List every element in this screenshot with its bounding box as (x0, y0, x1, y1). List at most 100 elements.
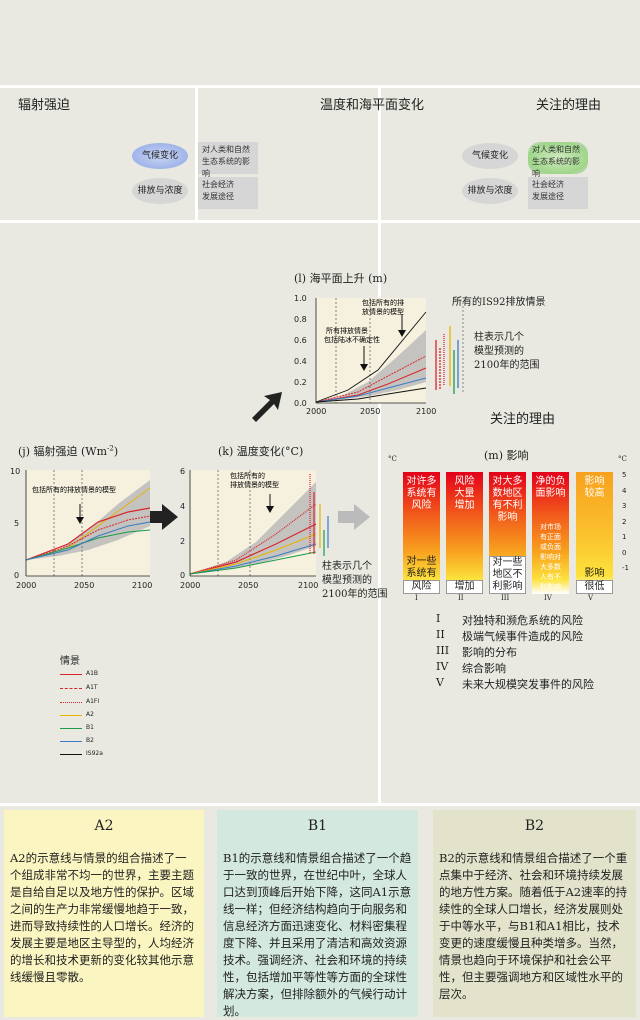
reason-text-2: 极端气候事件造成的风险 (462, 630, 583, 643)
panel-b2: B2 B2的示意线和情景组合描述了一个重点集中于经济、社会和环境持续发展的地方性… (433, 810, 636, 1017)
sea-level-line-lower (315, 387, 427, 403)
sea-level-line-upper (315, 311, 427, 403)
sea-level-ann-ice-1: 所有排放情景 (326, 326, 368, 335)
sea-level-line-a1fi (315, 355, 427, 403)
sea-level-ytick-1: 0.8 (294, 315, 307, 324)
legend-item-b2: B2 (60, 737, 94, 744)
forcing-title: (j) 辐射强迫 (Wm-2) (18, 444, 119, 458)
sea-level-ytick-4: 0.2 (294, 378, 307, 387)
panel-b2-text: B2的示意线和情景组合描述了一个重点集中于经济、社会和环境持续发展的地方性方案。… (439, 851, 628, 1001)
mini-emissions-right: 排放与浓度 (462, 178, 518, 204)
impacts-unit-right: °C (618, 455, 627, 463)
impact-column-2: 风险 大量 增加 增加 (446, 472, 483, 594)
header-reasons: 关注的理由 (536, 98, 602, 113)
impact-column-4: 净的负 面影响 对市场 有正面 或负面 影响对 大多数 人有不 利影响 (532, 472, 569, 594)
reason-text-1: 对独特和濒危系统的风险 (462, 614, 583, 627)
sea-level-envelope (316, 330, 426, 402)
temperature-bar-label: 柱表示几个 模型预测的 2100年的范围 (322, 561, 388, 600)
temperature-ann-1: 包括所有的 (230, 471, 265, 480)
panel-a2-title: A2 (94, 818, 114, 834)
arrow-temp-to-impacts (338, 504, 370, 530)
sea-level-ann-models-1: 包括所有的排 (362, 298, 404, 307)
arrow-forcing-to-temp (146, 504, 178, 530)
temperature-chart: 6 4 2 0 2000 2050 2100 包括所有的 排放情景的模型 (180, 467, 329, 590)
sea-level-right-label: 所有的IS92排放情景 (452, 297, 546, 308)
forcing-xtick-0: 2000 (16, 581, 36, 590)
temperature-title: (k) 温度变化(°C) (218, 445, 304, 458)
impact-column-5: 影响 较高 影响 很低 (576, 472, 613, 594)
forcing-ytick-1: 5 (14, 519, 19, 528)
arrow-to-sea-level (252, 392, 282, 422)
reason-num-5: V (436, 676, 444, 689)
panel-b1-text: B1的示意线和情景组合描述了一个趋于一致的世界，在世纪中叶，全球人口达到顶峰后开… (223, 851, 412, 1018)
legend-item-b1: B1 (60, 724, 94, 731)
sea-level-ytick-5: 0.0 (294, 399, 307, 408)
temperature-ytick-1: 4 (180, 502, 185, 511)
divider-horizontal-mid (0, 220, 640, 223)
mini-emissions-left: 排放与浓度 (132, 178, 188, 204)
reason-text-5: 未来大规模突发事件的风险 (462, 678, 594, 691)
impact-column-3: 对大多 数地区 有不利 影响 对一些 地区不 利影响 (489, 472, 526, 594)
forcing-xtick-1: 2050 (74, 581, 94, 590)
impacts-title: (m) 影响 (484, 449, 529, 462)
legend-item-a1t: A1T (60, 684, 98, 691)
sea-level-xtick-0: 2000 (306, 407, 326, 416)
legend-item-a2: A2 (60, 711, 94, 718)
forcing-chart: 10 5 0 2000 2050 2100 包括所有的排放情景的模型 (10, 467, 152, 590)
mini-climate-change-right: 气候变化 (462, 143, 518, 169)
forcing-ann: 包括所有的排放情景的模型 (32, 485, 116, 494)
sea-level-line-b2 (315, 377, 427, 403)
legend-item-a1b: A1B (60, 670, 98, 677)
forcing-ytick-0: 10 (10, 467, 20, 476)
temperature-xtick-0: 2000 (180, 581, 200, 590)
panel-b1: B1 B1的示意线和情景组合描述了一个趋于一致的世界，在世纪中叶，全球人口达到顶… (217, 810, 418, 1018)
sea-level-xtick-2: 2100 (416, 407, 436, 416)
legend-item-a1fi: A1FI (60, 698, 99, 705)
impact-column-1: 对许多 系统有 风险 对一些 系统有 风险 (403, 472, 440, 594)
sea-level-ytick-2: 0.6 (294, 336, 307, 345)
sea-level-ann-ice-2: 包括陆冰不确定性 (324, 335, 380, 344)
divider-vertical-right (378, 85, 381, 805)
sea-level-title: (l) 海平面上升 (m) (294, 272, 388, 285)
impacts-unit-left: °C (388, 455, 397, 463)
forcing-xtick-2: 2100 (132, 581, 152, 590)
legend-title: 情景 (60, 656, 80, 667)
mini-socio-left: 社会经济 发展途径 (198, 177, 258, 209)
reason-num-3: III (436, 644, 450, 657)
legend-item-is92a: IS92a (60, 750, 103, 757)
divider-horizontal-bottom (0, 803, 640, 806)
mini-climate-change-left: 气候变化 (132, 143, 188, 169)
mini-socio-right: 社会经济 发展途径 (528, 177, 588, 209)
panel-a2: A2 A2的示意线与情景的组合描述了一个组成非常不均一的世界，主要主题是自给自足… (4, 810, 204, 1017)
temperature-xtick-2: 2100 (298, 581, 318, 590)
sea-level-ytick-3: 0.4 (294, 357, 307, 366)
temperature-ytick-2: 2 (180, 537, 185, 546)
divider-vertical-left (195, 85, 198, 222)
header-temperature-sea: 温度和海平面变化 (320, 98, 425, 113)
divider-horizontal-top (0, 85, 640, 88)
sea-level-bar-label: 柱表示几个 模型预测的 2100年的范围 (474, 332, 540, 371)
impacts-scale: 5 4 3 2 1 0 -1 (622, 471, 629, 572)
reason-num-1: I (436, 612, 441, 625)
temperature-xtick-1: 2050 (238, 581, 258, 590)
header-forcing: 辐射强迫 (18, 98, 71, 113)
panel-b1-title: B1 (307, 818, 328, 834)
sea-level-ytick-0: 1.0 (294, 294, 307, 303)
reason-text-3: 影响的分布 (462, 646, 517, 659)
sea-level-xtick-1: 2050 (360, 407, 380, 416)
mini-impacts-left: 对人类和自然 生态系统的影响 (198, 142, 258, 178)
reason-num-4: IV (436, 660, 449, 673)
temperature-ytick-0: 6 (180, 467, 185, 476)
reason-text-4: 综合影响 (462, 662, 506, 675)
reason-num-2: II (436, 628, 445, 641)
panel-b2-title: B2 (524, 818, 545, 834)
temperature-ann-2: 排放情景的模型 (230, 480, 279, 489)
forcing-envelope (26, 480, 150, 560)
temperature-ytick-3: 0 (180, 571, 185, 580)
sea-level-ann-models-2: 放情景的模型 (362, 307, 404, 316)
forcing-ytick-2: 0 (14, 571, 19, 580)
temperature-envelope (190, 482, 316, 574)
panel-a2-text: A2的示意线与情景的组合描述了一个组成非常不均一的世界，主要主题是自给自足以及地… (10, 851, 194, 984)
mini-impacts-right: 对人类和自然 生态系统的影响 (528, 142, 588, 178)
sea-level-chart: 1.0 0.8 0.6 0.4 0.2 0.0 2000 2050 2100 包… (294, 294, 464, 416)
